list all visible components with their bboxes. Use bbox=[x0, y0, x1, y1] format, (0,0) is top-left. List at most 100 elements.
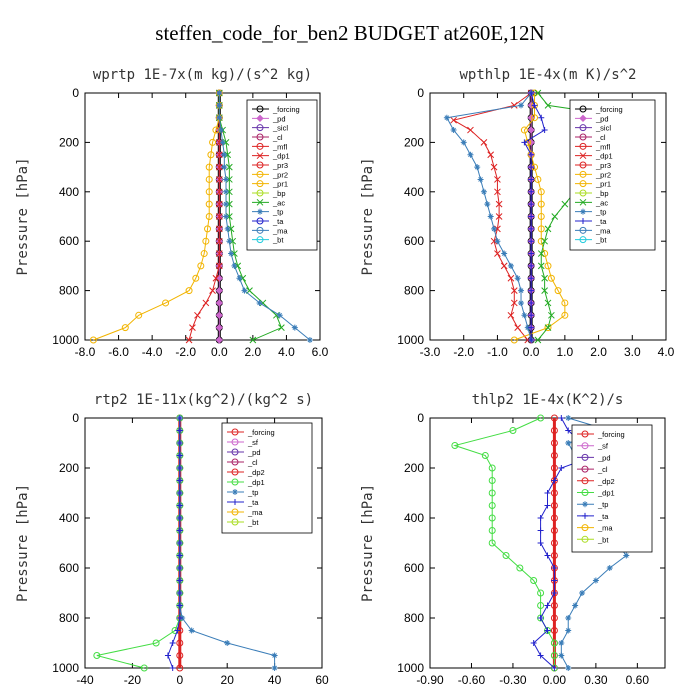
y-tick-label: 200 bbox=[404, 461, 424, 475]
legend-marker bbox=[580, 208, 586, 215]
data-point bbox=[550, 489, 558, 497]
data-point bbox=[488, 527, 496, 534]
legend-label: _pr2 bbox=[595, 170, 611, 179]
x-tick-label: -4.0 bbox=[142, 345, 163, 359]
data-point bbox=[241, 287, 248, 294]
data-point bbox=[224, 640, 231, 646]
data-point bbox=[528, 225, 535, 232]
legend-label: _tp bbox=[247, 488, 258, 497]
legend-label: _pd bbox=[595, 114, 609, 123]
legend-item: _forcing bbox=[252, 105, 300, 114]
legend-item: _sicl bbox=[575, 124, 611, 133]
data-point bbox=[537, 262, 545, 270]
legend-item: _ta bbox=[252, 217, 284, 226]
legend-item: _ta bbox=[577, 512, 609, 521]
data-point bbox=[528, 201, 535, 208]
data-point bbox=[215, 188, 223, 196]
legend-label: _sicl bbox=[272, 124, 288, 133]
data-point bbox=[550, 439, 558, 447]
data-point bbox=[516, 564, 524, 572]
data-point bbox=[215, 225, 223, 233]
legend-item: _dp1 bbox=[577, 489, 615, 498]
data-point bbox=[547, 274, 555, 282]
legend-item: _cl bbox=[577, 465, 608, 474]
data-point bbox=[215, 299, 223, 307]
legend-marker bbox=[256, 217, 264, 225]
data-point bbox=[219, 139, 226, 146]
data-point bbox=[537, 250, 545, 257]
legend-item: _pr2 bbox=[575, 170, 611, 179]
data-point bbox=[176, 415, 183, 421]
data-point bbox=[236, 275, 243, 282]
data-point bbox=[544, 602, 551, 609]
data-point bbox=[93, 652, 101, 659]
legend-label: _ma bbox=[597, 524, 613, 533]
x-tick-label: -3.0 bbox=[420, 345, 441, 359]
data-point bbox=[551, 477, 558, 484]
legend: _forcing _sf _pd _cl _dp2 _dp1 _tp _ta _ma _bt bbox=[571, 424, 653, 553]
legend-label: _mfl bbox=[595, 142, 611, 151]
series-line bbox=[514, 93, 566, 341]
legend-marker bbox=[581, 524, 589, 532]
data-point bbox=[572, 602, 579, 609]
legend-marker bbox=[582, 512, 588, 519]
x-tick-label: 0 bbox=[176, 673, 183, 687]
data-point bbox=[494, 250, 501, 257]
data-point bbox=[537, 602, 545, 609]
data-point bbox=[544, 324, 552, 332]
legend-label: _forcing bbox=[272, 105, 300, 114]
x-tick-label: -0.90 bbox=[416, 673, 444, 687]
legend-item: _dp2 bbox=[227, 468, 265, 477]
legend-label: _cl bbox=[272, 133, 283, 142]
y-tick-label: 400 bbox=[404, 185, 424, 199]
data-point bbox=[223, 201, 229, 208]
data-point bbox=[176, 440, 183, 446]
data-point bbox=[215, 262, 223, 270]
data-point bbox=[538, 114, 545, 121]
y-tick-label: 200 bbox=[59, 461, 79, 475]
legend-label: _dp1 bbox=[597, 489, 615, 498]
x-tick-label: 4.0 bbox=[278, 345, 295, 359]
data-point bbox=[189, 324, 196, 332]
data-point bbox=[510, 101, 518, 109]
data-point bbox=[215, 213, 223, 220]
data-point bbox=[550, 427, 558, 434]
data-point bbox=[215, 163, 223, 171]
x-tick-label: -1.0 bbox=[487, 345, 508, 359]
legend-item: _tp bbox=[227, 488, 258, 497]
data-point bbox=[623, 552, 630, 559]
legend-label: _ta bbox=[247, 498, 259, 507]
data-point bbox=[207, 151, 215, 159]
series-dp1 bbox=[450, 89, 535, 344]
data-point bbox=[579, 590, 586, 596]
series-line bbox=[93, 93, 220, 341]
data-point bbox=[558, 465, 565, 471]
data-point bbox=[528, 262, 535, 269]
y-tick-label: 800 bbox=[404, 284, 424, 298]
legend-marker bbox=[256, 161, 264, 169]
y-tick-label: 0 bbox=[417, 411, 424, 425]
legend-marker bbox=[256, 198, 264, 206]
data-point bbox=[520, 126, 528, 134]
data-point bbox=[205, 175, 213, 183]
data-point bbox=[135, 311, 143, 319]
data-point bbox=[169, 640, 176, 646]
legend-label: _ma bbox=[247, 508, 263, 517]
legend-label: _ac bbox=[595, 198, 608, 207]
data-point bbox=[204, 225, 212, 233]
data-point bbox=[528, 287, 535, 294]
legend-label: _ma bbox=[595, 226, 611, 235]
legend-item: _sf bbox=[577, 442, 609, 451]
data-point bbox=[550, 639, 558, 647]
data-point bbox=[176, 490, 183, 496]
data-point bbox=[531, 114, 539, 122]
data-point bbox=[140, 664, 148, 672]
data-point bbox=[228, 250, 235, 257]
legend-marker bbox=[256, 180, 264, 188]
data-point bbox=[212, 274, 220, 282]
y-tick-label: 800 bbox=[59, 611, 79, 625]
legend-item: _pr3 bbox=[252, 161, 288, 170]
legend-item: _tp bbox=[575, 208, 606, 217]
legend-marker bbox=[582, 501, 588, 508]
legend-label: _dp2 bbox=[247, 468, 265, 477]
